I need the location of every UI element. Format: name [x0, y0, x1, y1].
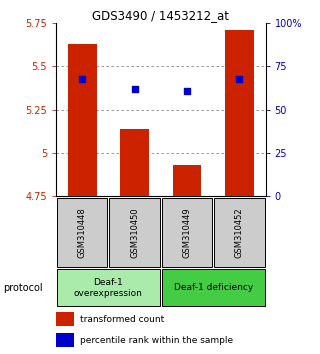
Bar [214, 198, 265, 267]
Bar [57, 269, 160, 306]
Text: GSM310452: GSM310452 [235, 207, 244, 258]
Title: GDS3490 / 1453212_at: GDS3490 / 1453212_at [92, 9, 229, 22]
Bar [172, 165, 201, 196]
Bar [162, 198, 212, 267]
Bar [57, 198, 107, 267]
Point [80, 76, 85, 81]
Bar [120, 129, 149, 196]
Point [132, 86, 137, 92]
Point [237, 76, 242, 81]
Bar [68, 44, 97, 196]
Text: protocol: protocol [4, 282, 43, 293]
Text: GSM310448: GSM310448 [78, 207, 87, 258]
Text: Deaf-1 deficiency: Deaf-1 deficiency [173, 283, 253, 292]
Point [184, 88, 189, 93]
Bar [56, 312, 74, 326]
Text: transformed count: transformed count [80, 314, 164, 324]
Bar [225, 30, 254, 196]
Text: GSM310449: GSM310449 [182, 207, 191, 258]
Bar [162, 269, 265, 306]
Text: percentile rank within the sample: percentile rank within the sample [80, 336, 233, 345]
Text: Deaf-1
overexpression: Deaf-1 overexpression [74, 278, 143, 298]
Bar [56, 333, 74, 347]
Text: GSM310450: GSM310450 [130, 207, 139, 258]
Bar [109, 198, 160, 267]
